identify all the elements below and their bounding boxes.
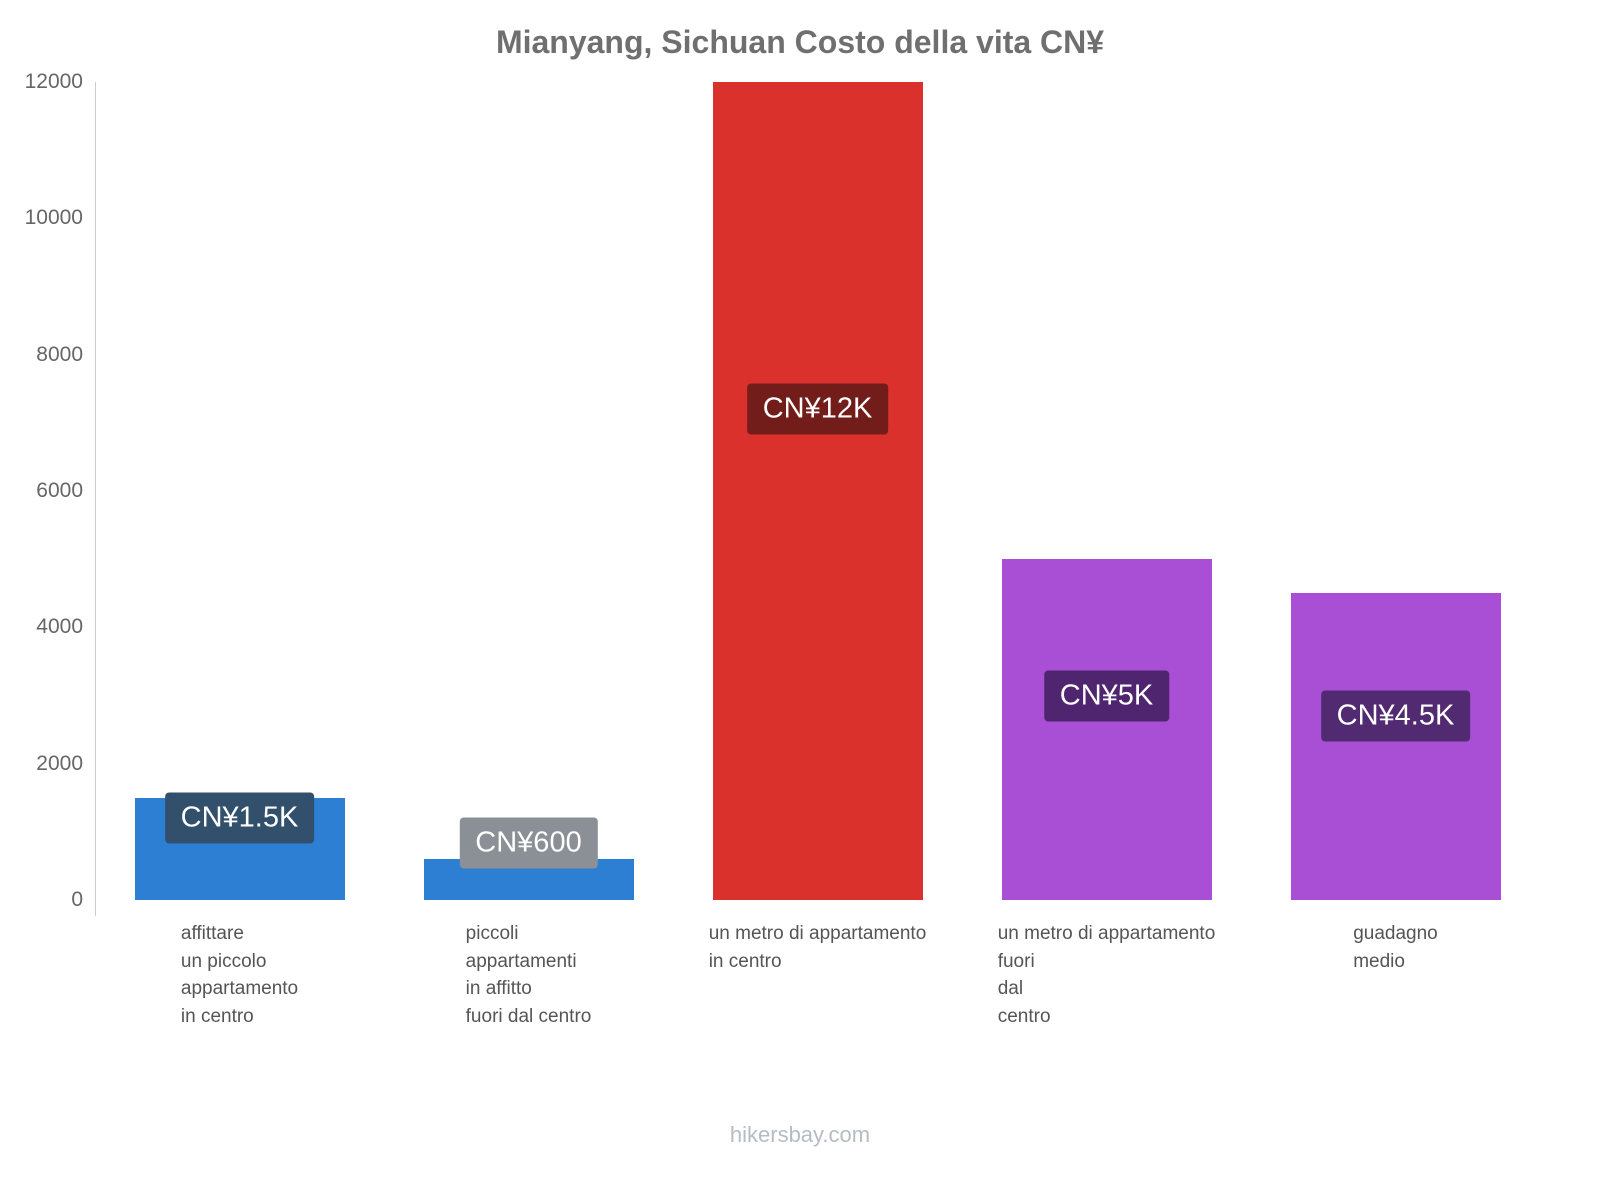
- bar-value-label: CN¥1.5K: [164, 792, 315, 844]
- bar-5[interactable]: [1290, 593, 1501, 900]
- y-tick-label: 4000: [36, 615, 83, 639]
- y-tick-label: 8000: [36, 342, 83, 366]
- category-label: guadagno medio: [1353, 923, 1438, 972]
- category-cell: piccoli appartamenti in affitto fuori da…: [384, 920, 673, 1030]
- y-tick-label: 0: [71, 888, 83, 911]
- category-label: affittare un piccolo appartamento in cen…: [180, 923, 299, 1027]
- bar-value-label: CN¥600: [459, 817, 598, 869]
- y-tick-label: 10000: [24, 206, 83, 230]
- category-label: un metro di appartamento fuori dal centr…: [997, 923, 1216, 1027]
- category-label: un metro di appartamento in centro: [708, 923, 927, 972]
- x-axis-category-labels: affittare un piccolo appartamento in cen…: [95, 920, 1540, 1030]
- category-label: piccoli appartamenti in affitto fuori da…: [465, 923, 592, 1027]
- category-cell: affittare un piccolo appartamento in cen…: [95, 920, 384, 1030]
- category-cell: un metro di appartamento in centro: [673, 920, 962, 1030]
- y-tick-label: 6000: [36, 479, 83, 502]
- plot-area: 0 2000 4000 6000 8000 10000 12000 CN¥1.5K CN¥60…: [25, 70, 1540, 916]
- category-cell: guadagno medio: [1251, 920, 1540, 1030]
- bar-4[interactable]: [1001, 559, 1212, 900]
- bar-value-label: CN¥5K: [1043, 670, 1170, 721]
- bar-3[interactable]: [712, 82, 923, 900]
- watermark-footer: hikersbay.com: [729, 1122, 871, 1147]
- bar-value-label: CN¥4.5K: [1320, 690, 1471, 742]
- y-axis-line: [95, 82, 96, 916]
- category-cell: un metro di appartamento fuori dal centr…: [962, 920, 1251, 1030]
- y-tick-label: 12000: [24, 70, 83, 93]
- chart-title: Mianyang, Sichuan Costo della vita CN¥: [495, 24, 1105, 60]
- bar-value-label: CN¥12K: [746, 383, 889, 435]
- y-tick-label: 2000: [36, 751, 83, 775]
